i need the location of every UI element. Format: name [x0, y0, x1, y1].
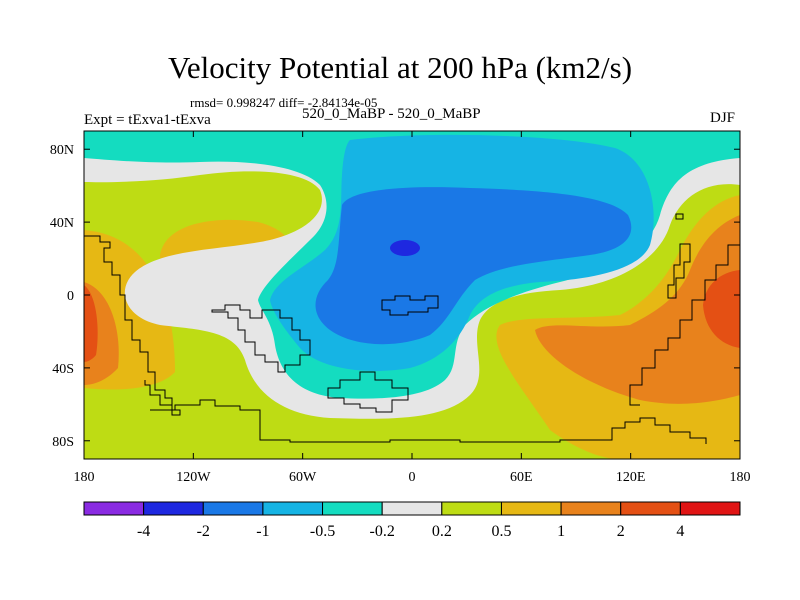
experiment-label: Expt = tExva1-tExva	[84, 112, 211, 128]
coastline-west-land	[84, 235, 181, 416]
y-axis-ticks: 80N 40N 0 40S 80S	[50, 143, 740, 450]
coastline-east-land	[629, 244, 740, 406]
colorbar-level-label: -1	[256, 523, 269, 540]
stats-line: rmsd= 0.998247 diff= -2.84134e-05	[190, 95, 378, 110]
colorbar-level-label: 0.5	[491, 523, 511, 540]
colorbar-swatch	[322, 501, 383, 516]
x-tick-label: 60W	[289, 470, 317, 485]
x-tick-label: 120E	[616, 470, 646, 485]
colorbar-swatch	[500, 501, 562, 516]
colorbar-level-label: 2	[617, 523, 625, 540]
colorbar-swatch	[381, 501, 443, 516]
colorbar: -4 -2 -1 -0.5 -0.2 0.2 0.5 1 2 4	[83, 501, 741, 540]
colorbar-swatch	[620, 501, 681, 516]
colorbar-swatch	[441, 501, 502, 516]
contour-band-2-to-4-west	[84, 285, 98, 362]
colorbar-swatch	[679, 501, 741, 516]
colorbar-level-label: -0.5	[310, 523, 335, 540]
x-tick-label: 180	[74, 470, 95, 485]
colorbar-swatch	[83, 501, 145, 516]
y-tick-label: 80S	[52, 435, 74, 450]
y-tick-label: 40S	[52, 362, 74, 377]
colorbar-level-label: -0.2	[370, 523, 395, 540]
y-tick-label: 0	[67, 289, 74, 304]
y-tick-label: 80N	[50, 143, 74, 158]
chart-title: Velocity Potential at 200 hPa (km2/s)	[167, 50, 633, 85]
x-tick-label: 120W	[176, 470, 211, 485]
coastline-southern-land	[327, 371, 409, 413]
colorbar-level-label: -2	[197, 523, 210, 540]
colorbar-swatch	[202, 501, 264, 516]
contour-fill-layer	[84, 131, 740, 459]
coastline-south-polar	[150, 399, 707, 444]
colorbar-level-label: -4	[137, 523, 150, 540]
colorbar-level-label: 4	[676, 523, 684, 540]
contour-band--4-to--2	[390, 240, 420, 256]
season-label: DJF	[710, 110, 736, 126]
contour-band-2-to-4-east	[703, 270, 740, 348]
x-tick-label: 180	[730, 470, 751, 485]
coastline-small-island	[675, 213, 684, 220]
x-tick-label: 0	[409, 470, 416, 485]
coastline-east-island	[667, 243, 691, 299]
colorbar-swatch	[262, 501, 324, 516]
colorbar-level-label: 1	[557, 523, 565, 540]
coastline-central-land	[211, 304, 311, 373]
x-axis-ticks: 180 120W 60W 0 60E 120E 180	[74, 131, 751, 485]
colorbar-swatch	[143, 501, 204, 516]
x-tick-label: 60E	[510, 470, 533, 485]
contour-band--2-to--1	[315, 187, 632, 345]
contour-band-1-to-2-east	[535, 215, 740, 404]
colorbar-level-label: 0.2	[432, 523, 452, 540]
case-label: 520_0_MaBP - 520_0_MaBP	[302, 106, 481, 122]
coastline-equatorial-land	[381, 295, 439, 316]
coastline-layer	[84, 213, 740, 444]
colorbar-swatch	[560, 501, 622, 516]
y-tick-label: 40N	[50, 216, 74, 231]
